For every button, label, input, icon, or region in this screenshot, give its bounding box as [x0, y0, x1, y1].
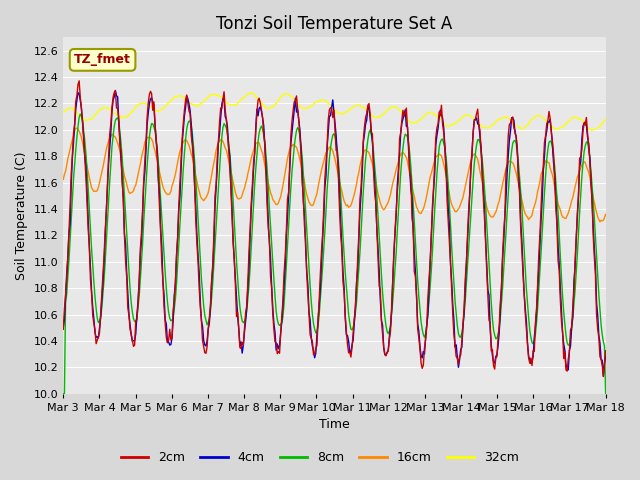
Y-axis label: Soil Temperature (C): Soil Temperature (C) — [15, 151, 28, 280]
Legend: 2cm, 4cm, 8cm, 16cm, 32cm: 2cm, 4cm, 8cm, 16cm, 32cm — [116, 446, 524, 469]
Title: Tonzi Soil Temperature Set A: Tonzi Soil Temperature Set A — [216, 15, 452, 33]
Text: TZ_fmet: TZ_fmet — [74, 53, 131, 66]
X-axis label: Time: Time — [319, 419, 350, 432]
